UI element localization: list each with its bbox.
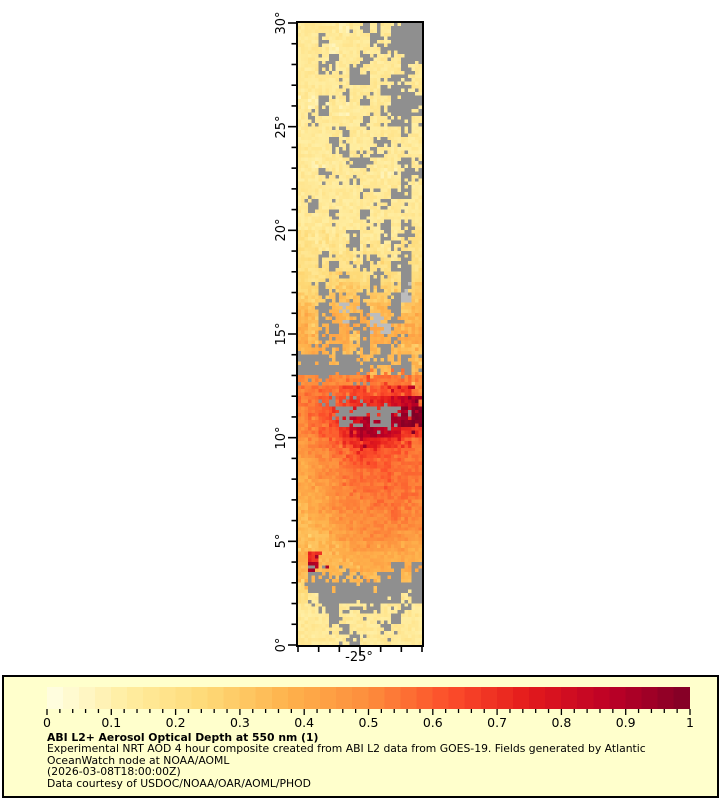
colorbar-canvas [47,687,690,709]
lat-tick-label: 15° [273,322,289,346]
legend-text-block: ABI L2+ Aerosol Optical Depth at 550 nm … [47,732,646,789]
longitude-axis-label: -25° [345,650,373,665]
colorbar-tick-label: 0.3 [229,715,250,730]
lat-tick-label: 10° [273,426,289,450]
legend-description-line1: Experimental NRT AOD 4 hour composite cr… [47,742,646,756]
lat-tick-label: 0° [273,637,289,653]
colorbar-tick-label: 0.6 [422,715,443,730]
legend-box: 0 0.1 0.2 0.3 0.4 0.5 0.6 0.7 0.8 0.9 1 ABI L2+ Ae… [2,675,719,798]
legend-title: ABI L2+ Aerosol Optical Depth at 550 nm … [47,731,319,744]
colorbar-tick-label: 0.4 [294,715,315,730]
colorbar-tick-label: 0.9 [615,715,636,730]
colorbar-tick-label: 0.1 [101,715,122,730]
aod-map-canvas [298,23,422,645]
lat-tick-label: 25° [273,115,289,139]
legend-courtesy: Data courtesy of USDOC/NOAA/OAR/AOML/PHO… [47,776,311,790]
legend-timestamp: (2026-03-08T18:00:00Z) [47,765,181,779]
colorbar-tick-label: 0.7 [487,715,508,730]
colorbar-tick-label: 0 [43,715,51,730]
colorbar-tick-label: 0.5 [358,715,379,730]
colorbar-tick-label: 1 [686,715,694,730]
colorbar-tick-label: 0.2 [165,715,186,730]
lat-tick-label: 30° [273,11,289,35]
lat-tick-label: 5° [273,533,289,549]
map-plot-frame [296,21,424,647]
lat-tick-label: 20° [273,218,289,242]
colorbar-tick-label: 0.8 [551,715,572,730]
legend-description-line2: OceanWatch node at NOAA/AOML [47,753,230,767]
